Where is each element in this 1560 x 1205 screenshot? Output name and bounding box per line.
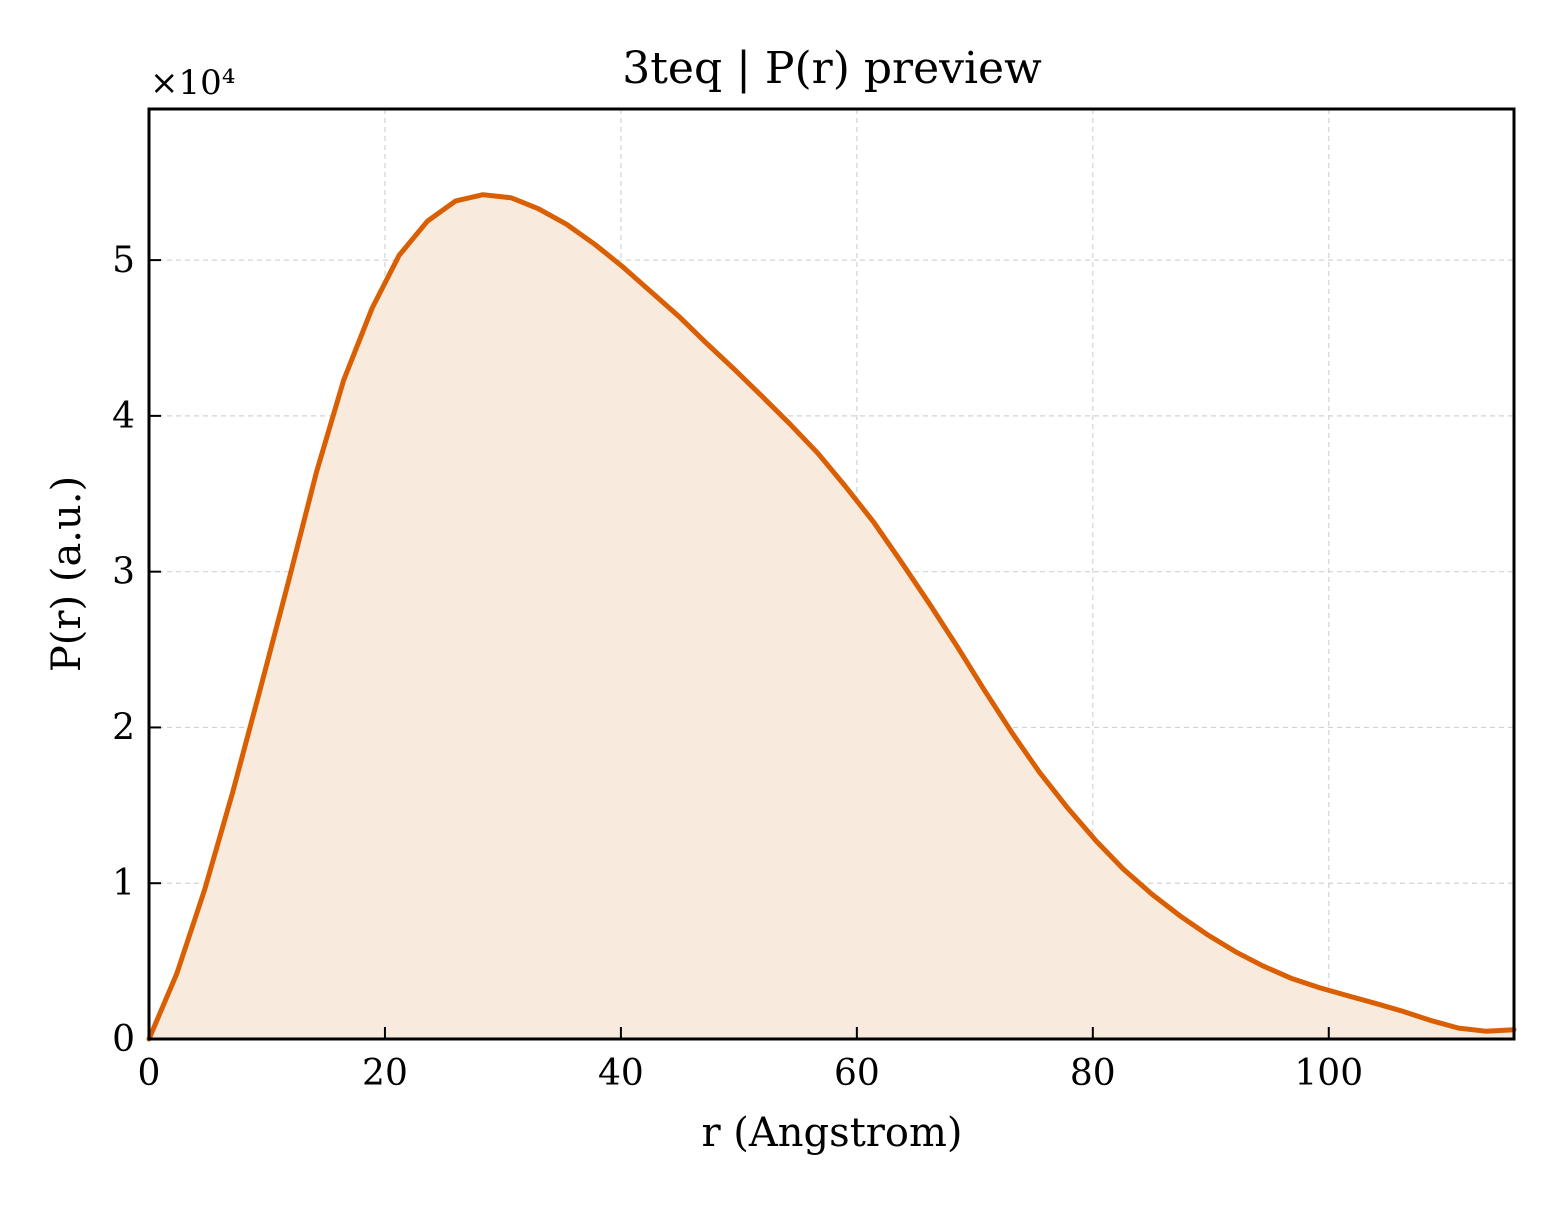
y-tick-label: 0 [112,1019,135,1060]
y-tick-label: 2 [112,707,135,748]
series-line [146,192,1517,1042]
x-tick-label: 40 [598,1053,644,1094]
y-axis-title: P(r) (a.u.) [44,476,90,672]
area-fill [149,194,1514,1039]
x-tick-label: 20 [362,1053,408,1094]
chart-title: 3teq | P(r) preview [622,43,1042,94]
y-tick-label: 1 [112,863,135,904]
x-axis-title: r (Angstrom) [701,1110,962,1156]
y-tick-label: 3 [112,552,135,593]
x-tick-label: 60 [834,1053,880,1094]
y-tick-label: 4 [112,396,135,437]
x-tick-label: 0 [138,1053,161,1094]
y-axis-multiplier: ×10⁴ [150,63,235,103]
tick-labels: 0 20 40 60 80 100 0 1 2 3 4 5 [112,240,1363,1094]
plot-frame [147,107,1516,1041]
y-tick-label: 5 [112,240,135,281]
x-tick-label: 100 [1294,1053,1363,1094]
x-tick-label: 80 [1070,1053,1116,1094]
